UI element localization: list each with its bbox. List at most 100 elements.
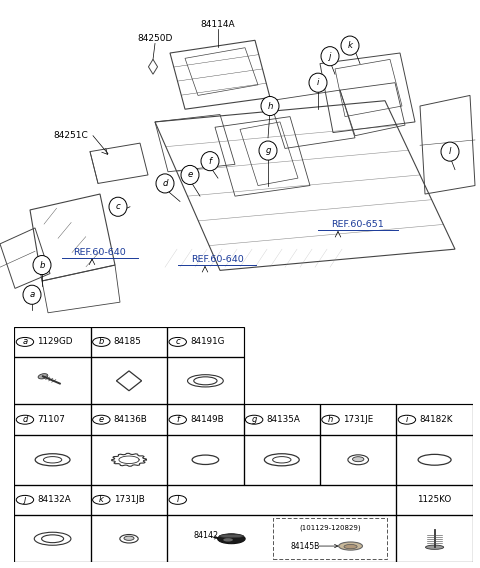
Text: e: e <box>187 170 192 179</box>
Text: g: g <box>252 415 257 424</box>
Text: 84145B: 84145B <box>291 542 320 552</box>
Text: REF.60-640: REF.60-640 <box>73 248 126 257</box>
Ellipse shape <box>124 536 134 540</box>
Bar <box>396 435 473 485</box>
Text: c: c <box>116 202 120 211</box>
Bar <box>91 404 167 435</box>
Bar <box>91 327 167 357</box>
Bar <box>14 435 91 485</box>
Bar <box>91 485 167 515</box>
Ellipse shape <box>344 545 357 549</box>
Ellipse shape <box>426 545 444 549</box>
Text: b: b <box>39 261 45 270</box>
Bar <box>14 485 91 515</box>
Text: (101129-120829): (101129-120829) <box>299 524 361 531</box>
Bar <box>14 357 91 404</box>
Bar <box>244 435 320 485</box>
Bar <box>320 435 396 485</box>
Text: REF.60-640: REF.60-640 <box>191 255 243 264</box>
Bar <box>167 485 396 515</box>
Bar <box>91 435 167 485</box>
Bar <box>167 357 244 404</box>
Text: e: e <box>99 415 104 424</box>
Ellipse shape <box>38 374 48 379</box>
Circle shape <box>309 73 327 92</box>
Text: k: k <box>99 495 104 504</box>
Bar <box>244 404 320 435</box>
Text: 84136B: 84136B <box>114 415 147 424</box>
Bar <box>91 515 167 562</box>
Circle shape <box>169 495 186 504</box>
Bar <box>167 327 244 357</box>
Circle shape <box>201 152 219 171</box>
Text: a: a <box>29 290 35 299</box>
Text: 84142: 84142 <box>193 531 219 540</box>
Circle shape <box>16 415 34 424</box>
Text: b: b <box>99 337 104 346</box>
Text: 1129GD: 1129GD <box>37 337 73 346</box>
Text: h: h <box>328 415 333 424</box>
Text: g: g <box>265 146 271 155</box>
Bar <box>14 327 91 357</box>
Bar <box>167 404 244 435</box>
Text: i: i <box>406 415 408 424</box>
Circle shape <box>398 415 416 424</box>
Circle shape <box>93 495 110 504</box>
Text: 84135A: 84135A <box>266 415 300 424</box>
Text: 84251C: 84251C <box>53 131 88 140</box>
Circle shape <box>169 415 186 424</box>
Text: 84149B: 84149B <box>190 415 224 424</box>
Circle shape <box>33 256 51 274</box>
Bar <box>91 357 167 404</box>
Circle shape <box>259 141 277 160</box>
Ellipse shape <box>352 457 364 462</box>
Ellipse shape <box>223 538 233 541</box>
Circle shape <box>23 285 41 304</box>
Circle shape <box>261 97 279 115</box>
Text: 84132A: 84132A <box>37 495 71 504</box>
Circle shape <box>109 197 127 216</box>
Bar <box>273 519 387 559</box>
Text: d: d <box>162 179 168 188</box>
Text: 84250D: 84250D <box>137 34 173 43</box>
Text: l: l <box>449 147 451 156</box>
Text: 1731JE: 1731JE <box>343 415 373 424</box>
Text: d: d <box>22 415 28 424</box>
Bar <box>167 515 396 562</box>
Ellipse shape <box>339 542 362 550</box>
Text: i: i <box>317 78 319 87</box>
Circle shape <box>322 415 339 424</box>
Bar <box>14 515 91 562</box>
Text: 84114A: 84114A <box>201 20 235 29</box>
Text: h: h <box>267 102 273 111</box>
Text: f: f <box>208 157 212 166</box>
Circle shape <box>16 495 34 504</box>
Bar <box>396 485 473 515</box>
Circle shape <box>441 142 459 161</box>
Circle shape <box>169 337 186 346</box>
Circle shape <box>93 415 110 424</box>
Text: 71107: 71107 <box>37 415 65 424</box>
Circle shape <box>341 36 359 55</box>
Bar <box>14 404 91 435</box>
Bar <box>396 515 473 562</box>
Text: f: f <box>176 415 179 424</box>
Text: 84185: 84185 <box>114 337 142 346</box>
Circle shape <box>156 174 174 193</box>
Text: l: l <box>177 495 179 504</box>
Circle shape <box>181 165 199 185</box>
Text: a: a <box>23 337 27 346</box>
Text: k: k <box>348 41 352 50</box>
Text: 1125KO: 1125KO <box>418 495 452 504</box>
Text: j: j <box>329 52 331 61</box>
Ellipse shape <box>219 534 243 538</box>
Ellipse shape <box>217 534 245 544</box>
Circle shape <box>245 415 263 424</box>
Text: j: j <box>24 495 26 504</box>
Bar <box>167 435 244 485</box>
Text: c: c <box>175 337 180 346</box>
Bar <box>396 404 473 435</box>
Circle shape <box>321 47 339 66</box>
Text: 1731JB: 1731JB <box>114 495 144 504</box>
Bar <box>320 404 396 435</box>
